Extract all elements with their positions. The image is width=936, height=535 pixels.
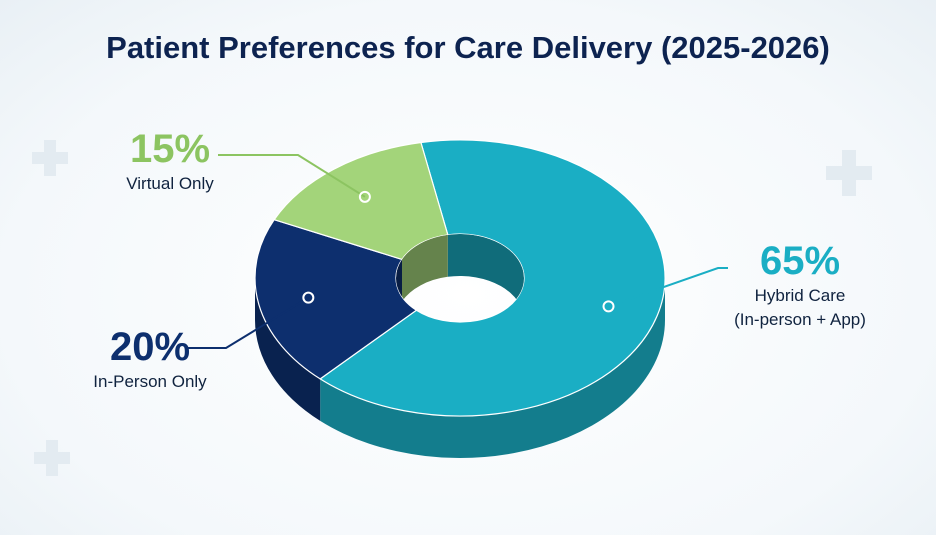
leader-line: [608, 267, 728, 308]
slice-inner-wall: [402, 234, 448, 302]
slice-side: [320, 278, 665, 458]
category-label: Hybrid Care (In-person + App): [734, 286, 866, 329]
plot: [188, 139, 728, 458]
value-label: 15%: [129, 127, 211, 171]
decoration: [32, 140, 872, 476]
leader-dot: [302, 291, 315, 304]
leader-dot: [602, 300, 615, 313]
leader-dot: [358, 190, 371, 203]
leader-line: [218, 154, 366, 198]
category-label: Virtual Only: [126, 174, 214, 193]
chart-title: Patient Preferences for Care Delivery (2…: [106, 30, 830, 65]
value-label: 65%: [759, 239, 841, 283]
slice-side: [255, 278, 321, 421]
category-label: In-Person Only: [93, 372, 207, 391]
slice-inner-wall: [447, 234, 524, 320]
leader-line: [188, 296, 309, 349]
value-label: 20%: [109, 325, 191, 369]
